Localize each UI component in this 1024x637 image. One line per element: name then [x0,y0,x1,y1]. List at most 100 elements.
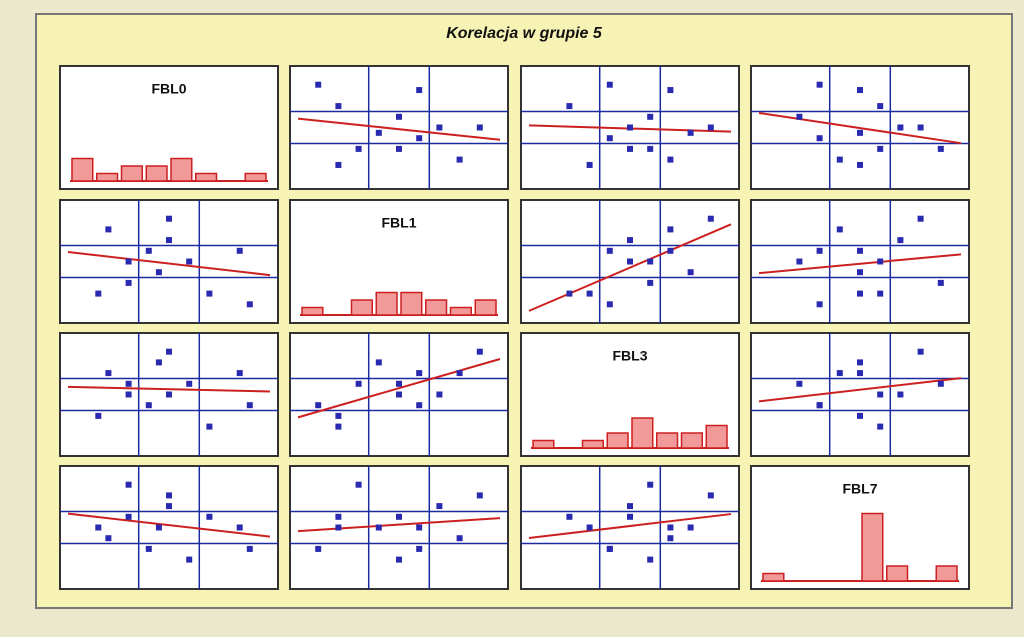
point [396,380,402,387]
point [236,524,243,531]
point [335,524,342,531]
point [586,161,593,168]
point [315,402,322,409]
point [836,156,843,163]
variable-label: FBL0 [152,81,187,97]
point [647,481,654,488]
cell [289,465,509,590]
point [667,535,674,542]
point [396,391,402,398]
histogram-bar [474,299,497,316]
regression-line [528,513,732,539]
point [125,391,132,398]
variable-label: FBL1 [382,215,417,231]
point [125,513,132,520]
point [816,402,823,409]
point [647,258,654,265]
point [186,380,193,387]
point [236,370,243,377]
point [186,258,193,265]
point [877,423,884,430]
regression-line [297,517,501,533]
point [606,81,613,88]
point [586,290,593,297]
point [897,391,904,398]
point [667,156,674,163]
point [687,269,694,276]
point [375,129,382,136]
point [627,503,633,510]
point [857,412,863,419]
histogram-bar [145,165,168,182]
histogram-bar [244,172,267,182]
point [355,380,362,387]
histogram-bar [656,432,679,449]
point [897,237,904,244]
histogram-bar [680,432,703,449]
point [917,348,924,355]
point [627,237,633,244]
histogram-bar [861,512,884,582]
point [155,359,162,366]
point [166,391,172,398]
point [937,145,944,152]
regression-line [67,512,271,538]
histogram-bar [96,172,119,182]
point [315,81,322,88]
histogram-bar [195,172,218,182]
regression-line [67,385,271,393]
point [416,545,423,552]
point [476,124,483,131]
point [606,247,613,254]
point [476,348,483,355]
point [796,113,803,120]
point [566,103,573,110]
point [647,279,654,286]
point [95,524,102,531]
point [647,556,654,563]
point [416,87,423,94]
cell [750,465,970,590]
histogram-bar [301,306,324,316]
point [816,247,823,254]
point [166,215,172,222]
point [145,247,152,254]
point [586,524,593,531]
point [647,145,654,152]
point [857,370,863,377]
point [877,258,884,265]
point [416,370,423,377]
point [145,402,152,409]
point [396,145,402,152]
cell [520,465,740,590]
point [166,348,172,355]
point [125,279,132,286]
histogram-bar [532,439,555,449]
point [917,215,924,222]
point [166,492,172,499]
point [206,513,213,520]
point [155,269,162,276]
point [796,380,803,387]
point [877,391,884,398]
histogram-bar [170,157,193,182]
point [95,412,102,419]
point [606,545,613,552]
point [877,103,884,110]
regression-line [67,251,271,277]
histogram-bar [886,565,909,582]
point [436,503,443,510]
point [937,380,944,387]
point [857,290,863,297]
point [246,301,253,308]
histogram-bar [425,299,448,316]
point [667,226,674,233]
regression-line [528,223,732,312]
histogram-bar [762,572,785,582]
point [857,87,863,94]
point [627,124,633,131]
histogram-bar [935,565,958,582]
point [796,258,803,265]
point [627,258,633,265]
